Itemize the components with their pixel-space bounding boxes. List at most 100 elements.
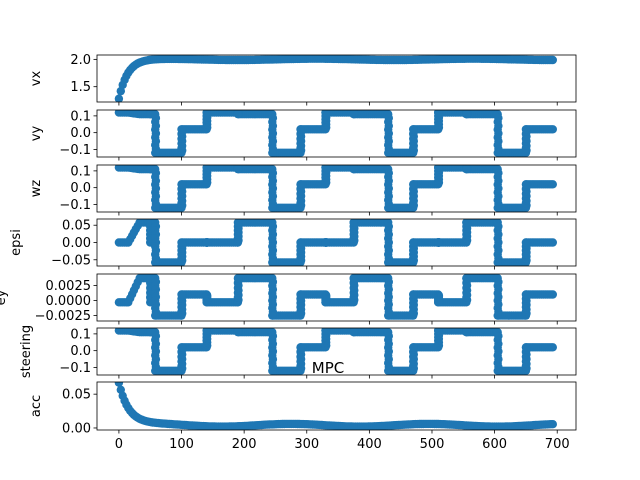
data-point xyxy=(434,238,443,247)
axes-frame xyxy=(96,54,577,103)
data-point xyxy=(409,343,418,352)
data-point xyxy=(268,203,277,212)
data-point xyxy=(493,203,502,212)
x-tick-label: 600 xyxy=(482,437,507,452)
data-point xyxy=(434,110,443,117)
data-point xyxy=(177,125,186,134)
x-tick-label: 700 xyxy=(545,437,570,452)
data-point xyxy=(462,165,471,174)
data-point xyxy=(548,420,557,429)
data-point xyxy=(548,238,557,247)
y-axis-label: ey xyxy=(0,289,9,305)
data-points xyxy=(114,328,557,375)
data-point xyxy=(296,238,305,247)
data-point xyxy=(177,180,186,189)
y-tick-label: −0.1 xyxy=(59,361,91,376)
data-point xyxy=(296,290,305,299)
data-point xyxy=(321,165,330,172)
y-tick-label: 0.1 xyxy=(70,164,91,179)
x-tick-label: 0 xyxy=(115,437,123,452)
x-tick-label: 200 xyxy=(232,437,257,452)
y-tick-label: 0.05 xyxy=(62,219,91,234)
y-axis-label: vx xyxy=(29,71,44,87)
y-tick-label: −0.1 xyxy=(59,143,91,158)
data-points xyxy=(114,274,557,320)
y-axis-label: wz xyxy=(29,180,44,198)
data-point xyxy=(202,328,211,335)
data-points xyxy=(114,219,557,266)
data-point xyxy=(321,298,330,307)
data-point xyxy=(268,148,277,157)
data-point xyxy=(202,165,211,172)
data-point xyxy=(151,311,160,320)
y-tick-label: 2.0 xyxy=(70,53,91,68)
data-point xyxy=(521,180,531,189)
x-tick-label: 300 xyxy=(294,437,319,452)
data-points xyxy=(114,55,557,102)
y-tick-label: −0.1 xyxy=(59,198,91,213)
data-point xyxy=(384,258,393,266)
data-point xyxy=(349,219,358,227)
data-point xyxy=(114,94,124,102)
y-axis-label: steering xyxy=(19,325,34,378)
data-point xyxy=(462,274,471,283)
y-axis-label: acc xyxy=(29,395,44,417)
data-point xyxy=(521,238,531,247)
data-point xyxy=(434,328,443,335)
data-point xyxy=(151,258,160,266)
y-tick-label: 1.5 xyxy=(70,80,91,95)
x-tick-label: 100 xyxy=(169,437,194,452)
y-tick-label: 0.00 xyxy=(62,421,91,436)
x-tick-label: 400 xyxy=(357,437,382,452)
data-point xyxy=(321,110,330,117)
axes-frame xyxy=(96,381,577,431)
figure-title: MPC xyxy=(312,359,344,377)
subplot-vy: −0.1 0.0 0.1 vy xyxy=(29,109,577,161)
data-point xyxy=(521,125,531,134)
y-tick-label: 0.0 xyxy=(70,344,91,359)
subplot-steering: −0.1 0.0 0.1 steering xyxy=(19,325,577,379)
data-point xyxy=(434,165,443,172)
data-point xyxy=(151,366,160,375)
data-point xyxy=(349,328,358,337)
data-point xyxy=(233,219,243,227)
x-tick-label: 500 xyxy=(420,437,445,452)
data-point xyxy=(548,125,557,134)
data-point xyxy=(493,148,502,157)
axes-frame xyxy=(96,109,577,158)
subplot-acc: 0.00 0.05 0 100 200 300 400 500 600 700 acc xyxy=(29,381,577,452)
data-point xyxy=(233,274,243,283)
data-point xyxy=(177,238,186,247)
axes-frame xyxy=(96,327,577,376)
data-point xyxy=(233,165,243,174)
data-point xyxy=(548,55,557,65)
data-point xyxy=(521,290,531,299)
data-point xyxy=(151,203,160,212)
data-point xyxy=(521,343,531,352)
data-point xyxy=(493,311,502,320)
y-tick-label: 0.0025 xyxy=(46,279,92,294)
data-point xyxy=(177,343,186,352)
axes-frame xyxy=(96,164,577,213)
y-tick-label: 0.00 xyxy=(62,236,91,251)
subplot-vx: 1.5 2.0 vx xyxy=(29,53,577,106)
data-point xyxy=(202,238,211,247)
y-tick-label: 0.1 xyxy=(70,327,91,342)
data-point xyxy=(462,328,471,337)
y-tick-label: 0.1 xyxy=(70,109,91,124)
data-point xyxy=(349,110,358,119)
data-point xyxy=(349,274,358,283)
data-point xyxy=(296,343,305,352)
data-point xyxy=(114,382,124,387)
data-point xyxy=(384,311,393,320)
data-point xyxy=(202,298,211,307)
data-point xyxy=(409,238,418,247)
data-point xyxy=(409,180,418,189)
data-point xyxy=(548,343,557,352)
y-tick-label: 0.0 xyxy=(70,126,91,141)
y-tick-label: −0.05 xyxy=(51,253,91,268)
y-tick-label: 0.0 xyxy=(70,181,91,196)
data-point xyxy=(409,290,418,299)
